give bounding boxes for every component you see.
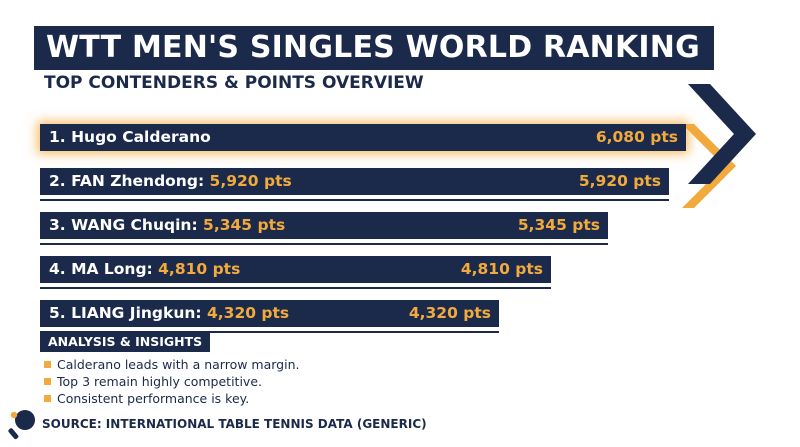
inline-points-label: 5,345 pts xyxy=(203,216,286,234)
insights-heading: ANALYSIS & INSIGHTS xyxy=(40,332,211,352)
bar-value-label: 5,345 pts xyxy=(517,216,600,234)
page-title: WTT MEN'S SINGLES WORLD RANKING xyxy=(34,26,714,70)
inline-points-label: 4,810 pts xyxy=(158,260,241,278)
bar-label: 1. Hugo Calderano xyxy=(49,124,211,151)
bar-label: 5. LIANG Jingkun: 4,320 pts xyxy=(49,300,289,327)
bar: 1. Hugo Calderano 6,080 pts xyxy=(40,124,686,151)
player-name: 4. MA Long: xyxy=(49,260,159,278)
bar-value-label: 4,320 pts xyxy=(408,304,491,322)
insight-item: Consistent performance is key. xyxy=(44,390,299,407)
player-name: 1. Hugo Calderano xyxy=(49,128,211,146)
bullet-icon xyxy=(44,361,51,368)
player-name: 5. LIANG Jingkun: xyxy=(49,304,207,322)
bar-value-label: 5,920 pts xyxy=(578,172,661,190)
bar-value-label: 4,810 pts xyxy=(460,260,543,278)
bullet-icon xyxy=(44,378,51,385)
insight-item: Calderano leads with a narrow margin. xyxy=(44,356,299,373)
page-subtitle: TOP CONTENDERS & POINTS OVERVIEW xyxy=(44,73,424,93)
bar-value-label: 6,080 pts xyxy=(595,128,678,146)
bar-label: 3. WANG Chuqin: 5,345 pts xyxy=(49,212,285,239)
bar-underline xyxy=(40,331,499,333)
insights-list: Calderano leads with a narrow margin. To… xyxy=(44,356,299,407)
bar-underline xyxy=(40,243,608,245)
bar-label: 2. FAN Zhendong: 5,920 pts xyxy=(49,168,292,195)
player-name: 3. WANG Chuqin: xyxy=(49,216,204,234)
bar: 4. MA Long: 4,810 pts 4,810 pts xyxy=(40,256,551,283)
player-name: 2. FAN Zhendong: xyxy=(49,172,210,190)
inline-points-label: 4,320 pts xyxy=(206,304,290,322)
inline-points-label: 5,920 pts xyxy=(209,172,292,190)
bar: 2. FAN Zhendong: 5,920 pts 5,920 pts xyxy=(40,168,669,195)
chevron-right-icon xyxy=(682,84,756,208)
bar-label: 4. MA Long: 4,810 pts xyxy=(49,256,240,283)
bar-underline xyxy=(40,199,669,201)
bullet-icon xyxy=(44,395,51,402)
bar: 5. LIANG Jingkun: 4,320 pts 4,320 pts xyxy=(40,300,499,327)
bar: 3. WANG Chuqin: 5,345 pts 5,345 pts xyxy=(40,212,608,239)
table-tennis-paddle-icon xyxy=(8,410,35,440)
source-note: SOURCE: INTERNATIONAL TABLE TENNIS DATA … xyxy=(42,417,427,431)
bar-underline xyxy=(40,287,551,289)
insight-item: Top 3 remain highly competitive. xyxy=(44,373,299,390)
